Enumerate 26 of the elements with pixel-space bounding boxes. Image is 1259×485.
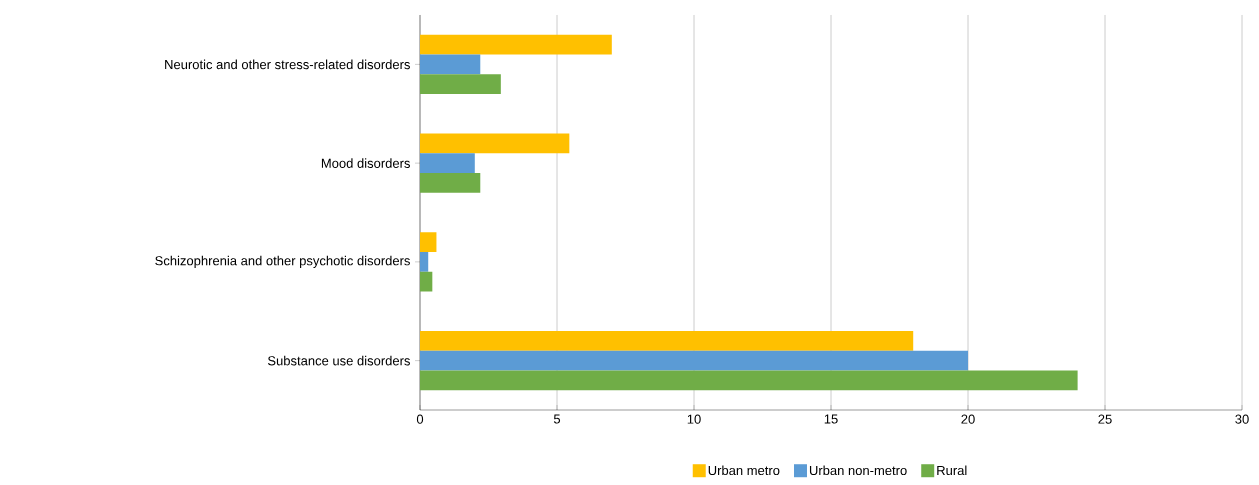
bar bbox=[420, 370, 1078, 391]
bar bbox=[420, 34, 612, 55]
bar bbox=[420, 331, 914, 351]
legend-label: Urban metro bbox=[708, 465, 780, 476]
bar bbox=[420, 54, 481, 75]
x-tick-label: 15 bbox=[824, 414, 838, 424]
bar bbox=[420, 153, 475, 173]
x-tick-label: 10 bbox=[687, 414, 701, 424]
y-tick-label: Mood disorders bbox=[321, 158, 410, 168]
bar bbox=[420, 350, 969, 371]
legend-label: Urban non-metro bbox=[809, 465, 907, 476]
bar bbox=[420, 74, 501, 94]
y-tick-label: Neurotic and other stress-related disorders bbox=[165, 59, 410, 70]
x-tick-label: 0 bbox=[416, 414, 424, 424]
y-tick-label: Schizophrenia and other psychotic disorders bbox=[155, 255, 410, 268]
x-tick-label: 5 bbox=[553, 414, 561, 424]
bar bbox=[420, 271, 433, 292]
x-tick-label: 20 bbox=[961, 414, 975, 424]
x-tick-label: 25 bbox=[1098, 414, 1112, 424]
legend-label: Rural bbox=[937, 465, 967, 476]
bar bbox=[420, 232, 437, 252]
y-tick-label: Substance use disorders bbox=[267, 355, 410, 366]
x-tick-label: 30 bbox=[1235, 414, 1249, 424]
bar bbox=[420, 133, 570, 154]
bar bbox=[420, 173, 481, 193]
bar bbox=[420, 252, 429, 272]
